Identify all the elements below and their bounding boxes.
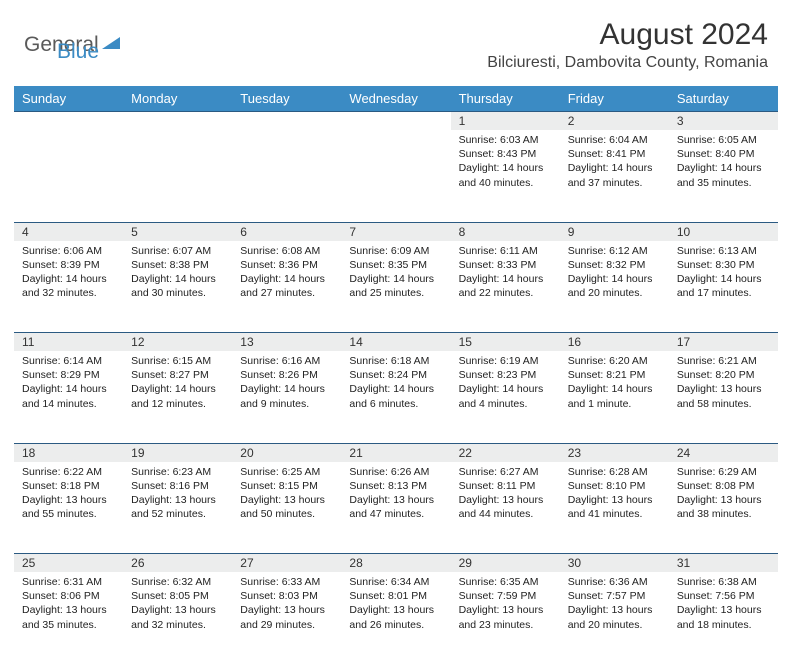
day-number-row: 11121314151617 [14, 333, 778, 352]
logo-triangle-icon [102, 35, 122, 56]
day-number-cell: 13 [232, 333, 341, 352]
day-number-cell: 15 [451, 333, 560, 352]
day-body-cell [341, 130, 450, 222]
day-body-cell: Sunrise: 6:25 AM Sunset: 8:15 PM Dayligh… [232, 462, 341, 554]
day-body-row: Sunrise: 6:14 AM Sunset: 8:29 PM Dayligh… [14, 351, 778, 443]
day-number-cell: 12 [123, 333, 232, 352]
day-number-cell [341, 112, 450, 131]
day-body-cell: Sunrise: 6:31 AM Sunset: 8:06 PM Dayligh… [14, 572, 123, 664]
day-body-cell: Sunrise: 6:11 AM Sunset: 8:33 PM Dayligh… [451, 241, 560, 333]
logo: General Blue [24, 33, 122, 57]
logo-text-blue: Blue [57, 40, 99, 63]
title-block: August 2024 Bilciuresti, Dambovita Count… [487, 18, 768, 72]
day-body-cell: Sunrise: 6:32 AM Sunset: 8:05 PM Dayligh… [123, 572, 232, 664]
day-body-cell: Sunrise: 6:36 AM Sunset: 7:57 PM Dayligh… [560, 572, 669, 664]
day-number-cell: 11 [14, 333, 123, 352]
day-number-cell: 19 [123, 443, 232, 462]
day-number-cell: 21 [341, 443, 450, 462]
day-number-cell: 25 [14, 554, 123, 573]
day-body-row: Sunrise: 6:06 AM Sunset: 8:39 PM Dayligh… [14, 241, 778, 333]
location: Bilciuresti, Dambovita County, Romania [487, 54, 768, 72]
day-body-cell: Sunrise: 6:27 AM Sunset: 8:11 PM Dayligh… [451, 462, 560, 554]
weekday-header-row: Sunday Monday Tuesday Wednesday Thursday… [14, 86, 778, 112]
day-body-cell: Sunrise: 6:16 AM Sunset: 8:26 PM Dayligh… [232, 351, 341, 443]
day-number-cell: 26 [123, 554, 232, 573]
day-body-cell [14, 130, 123, 222]
day-body-cell: Sunrise: 6:38 AM Sunset: 7:56 PM Dayligh… [669, 572, 778, 664]
day-number-cell: 31 [669, 554, 778, 573]
day-number-cell [123, 112, 232, 131]
calendar-table: Sunday Monday Tuesday Wednesday Thursday… [14, 86, 778, 664]
day-body-cell: Sunrise: 6:23 AM Sunset: 8:16 PM Dayligh… [123, 462, 232, 554]
day-number-row: 18192021222324 [14, 443, 778, 462]
day-number-cell: 27 [232, 554, 341, 573]
day-body-row: Sunrise: 6:22 AM Sunset: 8:18 PM Dayligh… [14, 462, 778, 554]
day-body-cell: Sunrise: 6:21 AM Sunset: 8:20 PM Dayligh… [669, 351, 778, 443]
weekday-header: Thursday [451, 86, 560, 112]
day-number-cell: 8 [451, 222, 560, 241]
day-body-cell: Sunrise: 6:29 AM Sunset: 8:08 PM Dayligh… [669, 462, 778, 554]
weekday-header: Wednesday [341, 86, 450, 112]
day-body-cell: Sunrise: 6:18 AM Sunset: 8:24 PM Dayligh… [341, 351, 450, 443]
month-title: August 2024 [487, 18, 768, 52]
day-number-cell: 2 [560, 112, 669, 131]
day-number-cell: 14 [341, 333, 450, 352]
day-number-cell: 22 [451, 443, 560, 462]
day-body-cell: Sunrise: 6:07 AM Sunset: 8:38 PM Dayligh… [123, 241, 232, 333]
day-body-cell: Sunrise: 6:04 AM Sunset: 8:41 PM Dayligh… [560, 130, 669, 222]
day-number-cell: 3 [669, 112, 778, 131]
day-body-cell: Sunrise: 6:15 AM Sunset: 8:27 PM Dayligh… [123, 351, 232, 443]
day-body-cell: Sunrise: 6:06 AM Sunset: 8:39 PM Dayligh… [14, 241, 123, 333]
day-body-cell: Sunrise: 6:08 AM Sunset: 8:36 PM Dayligh… [232, 241, 341, 333]
day-number-cell: 28 [341, 554, 450, 573]
day-number-cell: 17 [669, 333, 778, 352]
day-number-cell: 4 [14, 222, 123, 241]
day-number-cell: 20 [232, 443, 341, 462]
day-body-cell: Sunrise: 6:13 AM Sunset: 8:30 PM Dayligh… [669, 241, 778, 333]
day-body-cell: Sunrise: 6:28 AM Sunset: 8:10 PM Dayligh… [560, 462, 669, 554]
day-number-cell: 24 [669, 443, 778, 462]
day-number-cell: 23 [560, 443, 669, 462]
day-number-cell: 6 [232, 222, 341, 241]
day-number-cell: 1 [451, 112, 560, 131]
day-body-row: Sunrise: 6:31 AM Sunset: 8:06 PM Dayligh… [14, 572, 778, 664]
day-number-cell: 30 [560, 554, 669, 573]
weekday-header: Friday [560, 86, 669, 112]
day-body-cell: Sunrise: 6:09 AM Sunset: 8:35 PM Dayligh… [341, 241, 450, 333]
weekday-header: Saturday [669, 86, 778, 112]
day-number-cell [232, 112, 341, 131]
day-body-cell: Sunrise: 6:05 AM Sunset: 8:40 PM Dayligh… [669, 130, 778, 222]
day-body-cell: Sunrise: 6:35 AM Sunset: 7:59 PM Dayligh… [451, 572, 560, 664]
day-number-row: 123 [14, 112, 778, 131]
day-number-cell: 29 [451, 554, 560, 573]
day-body-cell [123, 130, 232, 222]
day-number-cell: 5 [123, 222, 232, 241]
day-body-cell: Sunrise: 6:26 AM Sunset: 8:13 PM Dayligh… [341, 462, 450, 554]
day-number-cell: 18 [14, 443, 123, 462]
day-number-cell: 10 [669, 222, 778, 241]
day-number-cell: 7 [341, 222, 450, 241]
day-body-cell: Sunrise: 6:14 AM Sunset: 8:29 PM Dayligh… [14, 351, 123, 443]
day-body-cell: Sunrise: 6:22 AM Sunset: 8:18 PM Dayligh… [14, 462, 123, 554]
day-body-cell: Sunrise: 6:12 AM Sunset: 8:32 PM Dayligh… [560, 241, 669, 333]
day-body-cell [232, 130, 341, 222]
day-body-cell: Sunrise: 6:20 AM Sunset: 8:21 PM Dayligh… [560, 351, 669, 443]
day-body-cell: Sunrise: 6:03 AM Sunset: 8:43 PM Dayligh… [451, 130, 560, 222]
day-number-cell: 16 [560, 333, 669, 352]
weekday-header: Monday [123, 86, 232, 112]
day-body-cell: Sunrise: 6:34 AM Sunset: 8:01 PM Dayligh… [341, 572, 450, 664]
weekday-header: Tuesday [232, 86, 341, 112]
day-body-cell: Sunrise: 6:33 AM Sunset: 8:03 PM Dayligh… [232, 572, 341, 664]
day-number-cell: 9 [560, 222, 669, 241]
day-number-row: 25262728293031 [14, 554, 778, 573]
day-number-cell [14, 112, 123, 131]
header: General Blue August 2024 Bilciuresti, Da… [0, 0, 792, 80]
day-number-row: 45678910 [14, 222, 778, 241]
day-body-cell: Sunrise: 6:19 AM Sunset: 8:23 PM Dayligh… [451, 351, 560, 443]
weekday-header: Sunday [14, 86, 123, 112]
day-body-row: Sunrise: 6:03 AM Sunset: 8:43 PM Dayligh… [14, 130, 778, 222]
